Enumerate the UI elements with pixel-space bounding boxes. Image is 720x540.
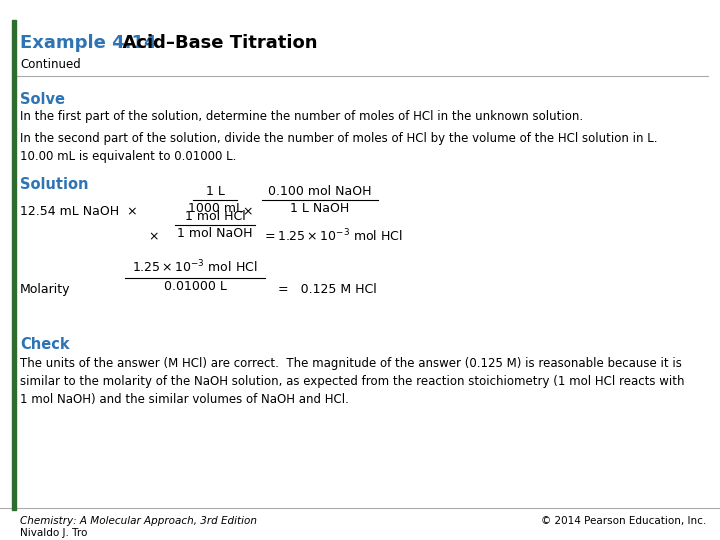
Text: 0.01000 L: 0.01000 L (163, 280, 226, 293)
Text: Chemistry: A Molecular Approach, 3rd Edition: Chemistry: A Molecular Approach, 3rd Edi… (20, 516, 257, 526)
Text: Example 4.14: Example 4.14 (20, 34, 156, 52)
Text: $= 1.25 \times 10^{-3}$ mol HCl: $= 1.25 \times 10^{-3}$ mol HCl (262, 228, 403, 245)
Text: The units of the answer (M HCl) are correct.  The magnitude of the answer (0.125: The units of the answer (M HCl) are corr… (20, 357, 685, 406)
Text: 12.54 mL NaOH  ×: 12.54 mL NaOH × (20, 205, 138, 218)
Text: In the second part of the solution, divide the number of moles of HCl by the vol: In the second part of the solution, divi… (20, 132, 657, 163)
Text: ×: × (148, 230, 158, 243)
Text: 1000 mL: 1000 mL (187, 202, 243, 215)
Text: Solve: Solve (20, 92, 65, 107)
Text: ×: × (242, 205, 253, 218)
Text: Molarity: Molarity (20, 283, 71, 296)
Text: Nivaldo J. Tro: Nivaldo J. Tro (20, 528, 87, 538)
Text: Acid–Base Titration: Acid–Base Titration (110, 34, 318, 52)
Text: Solution: Solution (20, 177, 89, 192)
Text: © 2014 Pearson Education, Inc.: © 2014 Pearson Education, Inc. (541, 516, 706, 526)
Text: In the first part of the solution, determine the number of moles of HCl in the u: In the first part of the solution, deter… (20, 110, 583, 123)
Text: 1 mol HCl: 1 mol HCl (184, 210, 246, 223)
Text: 1 mol NaOH: 1 mol NaOH (177, 227, 253, 240)
Bar (12, 20, 16, 510)
Text: $1.25 \times 10^{-3}$ mol HCl: $1.25 \times 10^{-3}$ mol HCl (132, 259, 258, 275)
Text: 1 L NaOH: 1 L NaOH (290, 202, 350, 215)
Text: =   0.125 M HCl: = 0.125 M HCl (278, 283, 377, 296)
Text: Check: Check (20, 337, 70, 352)
Text: 0.100 mol NaOH: 0.100 mol NaOH (269, 185, 372, 198)
Text: 1 L: 1 L (206, 185, 225, 198)
Text: Continued: Continued (20, 58, 81, 71)
